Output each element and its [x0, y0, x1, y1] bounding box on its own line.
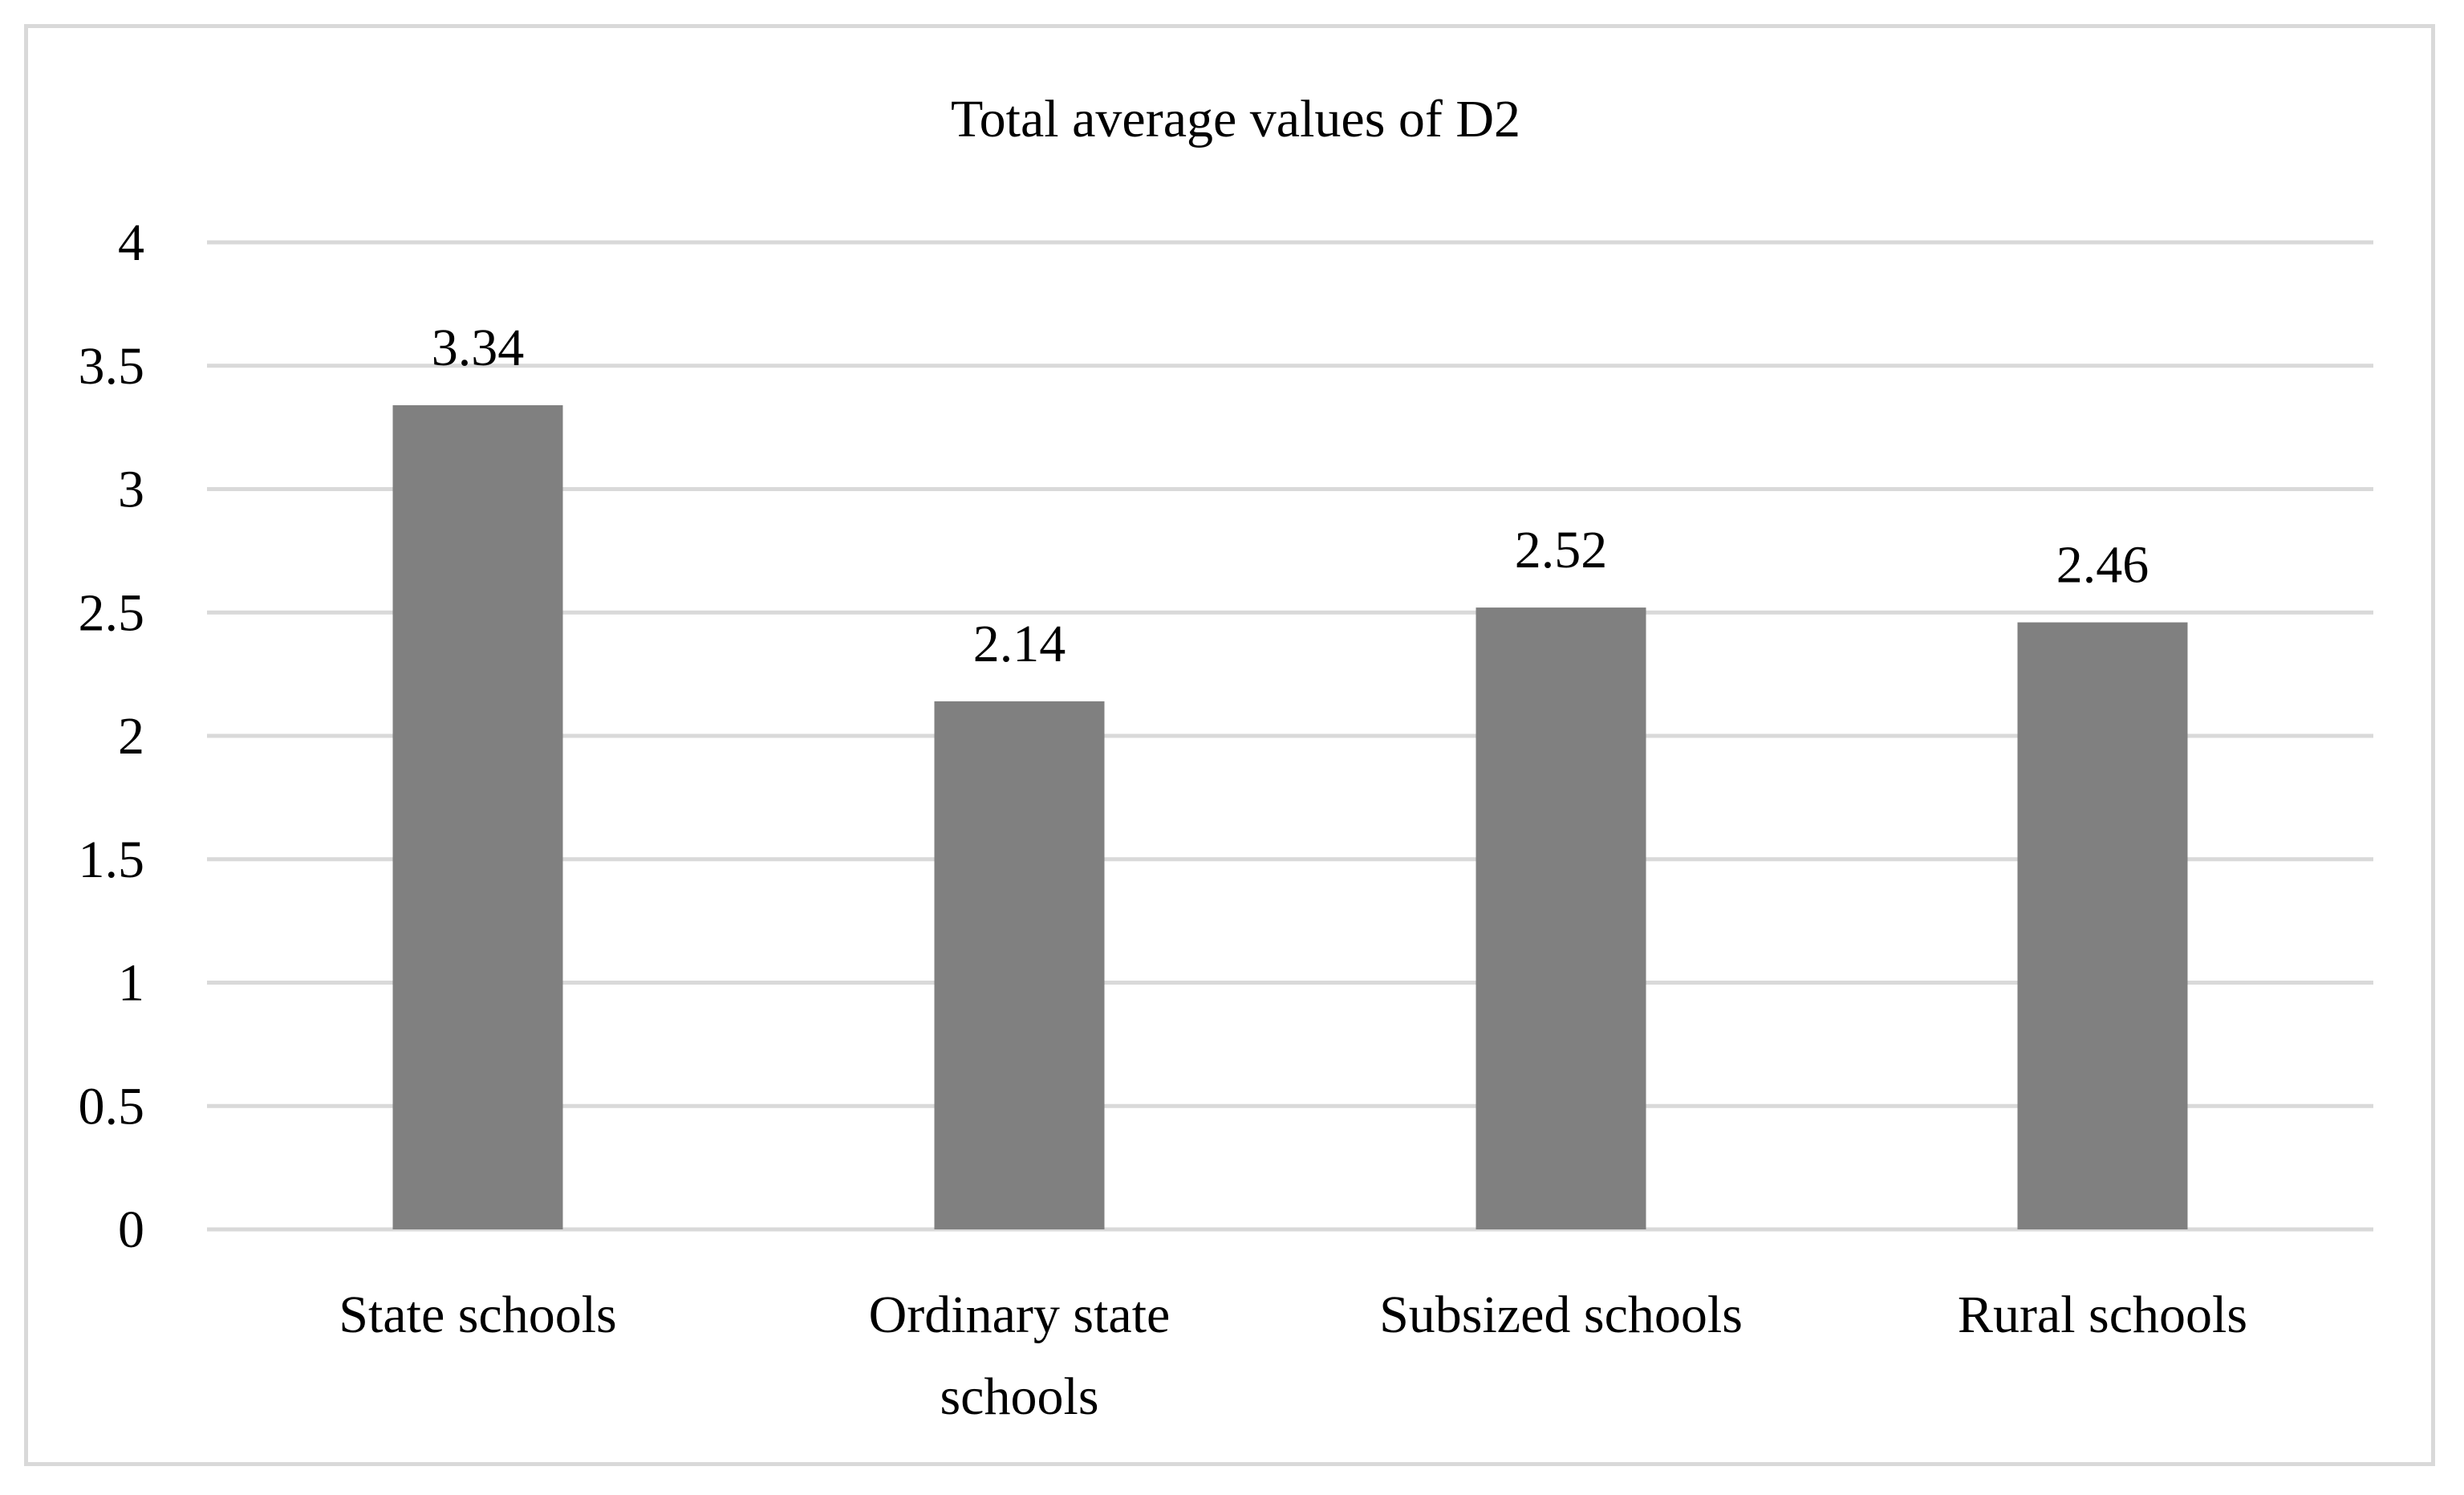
gridlines: [207, 240, 2373, 1232]
y-tick-label: 2: [118, 707, 144, 766]
y-tick-label: 3: [118, 461, 144, 519]
data-label-1: 2.14: [973, 615, 1066, 673]
y-tick-label: 4: [118, 213, 144, 272]
category-label-1-line-0: Ordinary state: [869, 1286, 1171, 1344]
x-axis-categories: State schools Ordinary state schools Subsiz…: [339, 1286, 2247, 1426]
bar-1: [934, 701, 1105, 1229]
bars: [392, 404, 2188, 1230]
y-axis-ticks: 0 0.5 1 1.5 2 2.5 3 3.5 4: [79, 213, 145, 1259]
category-label-0: State schools: [339, 1286, 616, 1344]
bar-0: [392, 404, 563, 1230]
y-tick-label: 1: [118, 954, 144, 1013]
y-tick-label: 1.5: [79, 831, 145, 889]
category-label-2: Subsized schools: [1379, 1286, 1743, 1344]
data-label-0: 3.34: [432, 319, 525, 377]
category-label-3: Rural schools: [1958, 1286, 2247, 1344]
data-label-2: 2.52: [1515, 521, 1608, 579]
y-tick-label: 3.5: [79, 337, 145, 396]
bar-3: [2017, 622, 2188, 1229]
bar-2: [1476, 607, 1646, 1229]
chart-title: Total average values of D2: [951, 90, 1520, 148]
y-tick-label: 0: [118, 1200, 144, 1259]
category-label-1-line-1: schools: [940, 1367, 1099, 1426]
data-labels: 3.34 2.14 2.52 2.46: [432, 319, 2149, 673]
data-label-3: 2.46: [2056, 536, 2149, 595]
y-tick-label: 2.5: [79, 583, 145, 642]
y-tick-label: 0.5: [79, 1077, 145, 1135]
